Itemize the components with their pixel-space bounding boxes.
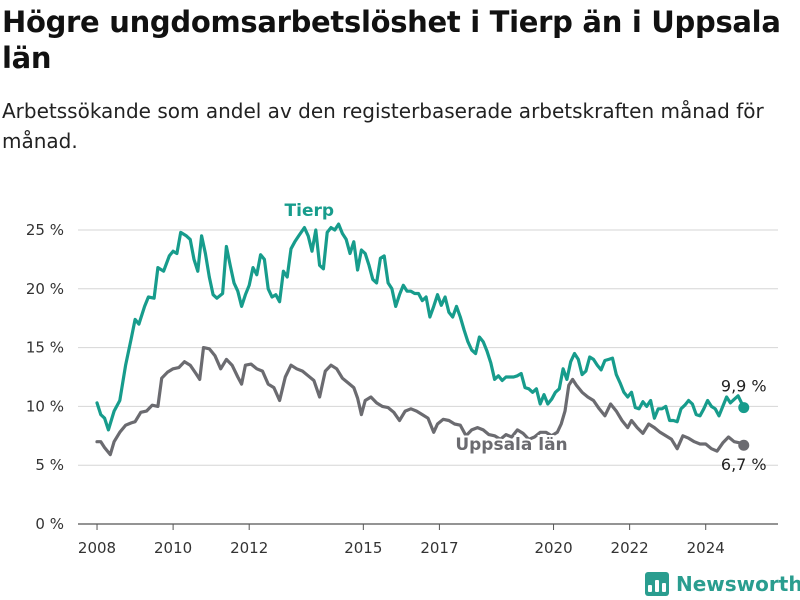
brand-name: Newsworthy	[676, 572, 800, 596]
series-line-uppsala-lan	[95, 346, 746, 457]
x-tick-label: 2024	[687, 539, 725, 557]
series-line-tierp	[95, 222, 746, 432]
y-axis-ticks: 0 % 5 % 10 % 15 % 20 % 25 %	[26, 221, 64, 533]
x-tick-label: 2020	[534, 539, 572, 557]
y-tick-label: 20 %	[26, 280, 64, 298]
newsworthy-logo-icon	[645, 572, 669, 596]
x-tick-label: 2017	[420, 539, 458, 557]
x-tick-label: 2022	[611, 539, 649, 557]
x-tick-label: 2015	[344, 539, 382, 557]
chart-title: Högre ungdomsarbetslöshet i Tierp än i U…	[2, 5, 781, 75]
x-tick-label: 2008	[78, 539, 116, 557]
end-point-tierp	[738, 402, 750, 414]
newsworthy-brand: Newsworthy	[645, 568, 800, 600]
end-value-label-uppsala-lan: 6,7 %	[721, 455, 767, 474]
series-lines	[95, 222, 750, 457]
y-tick-label: 5 %	[35, 456, 64, 474]
series-label-uppsala-lan: Uppsala län	[455, 435, 567, 455]
x-tick-label: 2012	[230, 539, 268, 557]
x-axis-ticks: 2008 2010 2012 2015 2017 2020 2022 2024	[78, 524, 725, 557]
y-tick-label: 15 %	[26, 339, 64, 357]
y-tick-label: 0 %	[35, 515, 64, 533]
gridlines	[78, 229, 778, 525]
end-point-uppsala-lan	[738, 439, 750, 451]
series-labels: Tierp Uppsala län 9,9 % 6,7 %	[283, 199, 767, 474]
y-tick-label: 10 %	[26, 397, 64, 415]
end-value-label-tierp: 9,9 %	[721, 377, 767, 396]
x-tick-label: 2010	[154, 539, 192, 557]
y-tick-label: 25 %	[26, 221, 64, 239]
chart-subtitle: Arbetssökande som andel av den registerb…	[2, 99, 764, 153]
series-label-tierp: Tierp	[285, 201, 335, 221]
